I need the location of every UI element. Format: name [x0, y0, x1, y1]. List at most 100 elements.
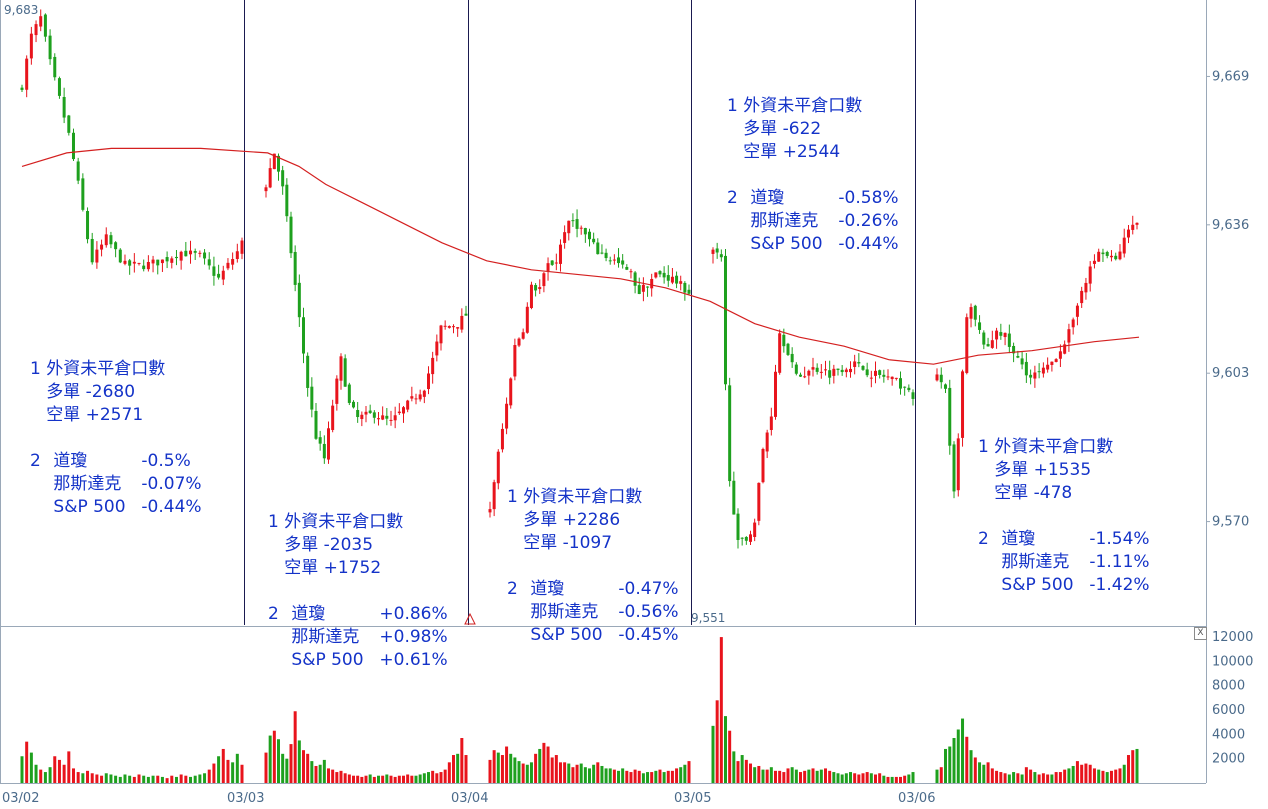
candle-body: [500, 428, 504, 450]
volume-bar: [836, 773, 840, 783]
volume-bar: [550, 757, 554, 783]
candle-body: [151, 259, 155, 264]
candle-body: [297, 282, 301, 318]
volume-bar: [969, 750, 973, 783]
candle-body: [95, 249, 99, 263]
candle-body: [104, 234, 108, 246]
volume-bar: [778, 770, 782, 783]
volume-bar: [385, 774, 389, 783]
candle-body: [364, 411, 368, 415]
candle-body: [999, 332, 1003, 336]
volume-bar: [650, 772, 654, 783]
volume-bar: [86, 770, 90, 783]
volume-bar: [90, 773, 94, 783]
volume-bar: [460, 738, 464, 783]
candle-body: [397, 411, 401, 414]
volume-bar: [819, 769, 823, 783]
candle-body: [343, 358, 347, 387]
volume-bar: [832, 772, 836, 783]
volume-tick-label: 4000: [1212, 727, 1245, 742]
candle-body: [1122, 237, 1126, 254]
volume-bar: [815, 770, 819, 783]
candle-body: [740, 537, 744, 539]
candle-body: [650, 278, 654, 289]
candle-body: [757, 482, 761, 521]
volume-bar: [142, 775, 146, 783]
volume-bar: [212, 763, 216, 783]
volume-bar: [81, 773, 85, 783]
volume-bar: [633, 769, 637, 783]
volume-bar: [146, 776, 150, 783]
candle-body: [711, 249, 715, 254]
candle-body: [903, 386, 907, 388]
candle-body: [460, 315, 464, 330]
volume-tick-label: 8000: [1212, 679, 1245, 694]
volume-bar: [542, 742, 546, 783]
candle-body: [118, 249, 122, 263]
candle-body: [799, 374, 802, 377]
candle-body: [675, 275, 679, 284]
candle-body: [406, 400, 410, 410]
candle-body: [629, 271, 633, 273]
candle-body: [961, 371, 965, 438]
candle-body: [165, 257, 169, 262]
volume-bar: [174, 776, 178, 783]
candle-body: [389, 419, 393, 421]
volume-bar: [128, 775, 132, 783]
volume-bar: [513, 757, 517, 783]
volume-bar: [853, 773, 857, 783]
volume-bar: [452, 755, 455, 783]
candle-body: [575, 219, 579, 229]
volume-bar: [118, 776, 122, 783]
volume-bar: [352, 775, 355, 783]
candle-body: [948, 387, 952, 446]
candle-body: [588, 231, 591, 240]
candle-body: [1050, 361, 1054, 365]
candle-body: [71, 132, 75, 160]
candle-body: [314, 410, 318, 439]
volume-bar: [165, 778, 169, 783]
volume-bar: [687, 761, 691, 783]
candle-body: [1007, 333, 1011, 347]
candle-body: [1101, 252, 1105, 255]
volume-bar: [39, 769, 43, 783]
candle-body: [563, 232, 567, 243]
volume-bar: [956, 729, 960, 783]
candle-body: [86, 211, 90, 240]
volume-bar: [71, 768, 75, 783]
volume-bar: [679, 767, 683, 783]
candle-body: [174, 256, 178, 259]
volume-bar: [907, 774, 911, 783]
candle-body: [217, 273, 221, 278]
candle-body: [90, 238, 94, 263]
volume-bar: [62, 764, 66, 783]
volume-bar: [207, 769, 211, 783]
volume-bar: [184, 775, 188, 783]
volume-bar: [546, 746, 550, 783]
volume-bar: [715, 700, 719, 783]
candle-body: [264, 187, 268, 192]
candle-body: [990, 340, 994, 348]
volume-bar: [1024, 767, 1028, 783]
candle-body: [874, 370, 877, 376]
candle-body: [1080, 290, 1084, 304]
volume-bar: [277, 739, 280, 783]
date-tick-label: 03/02: [2, 791, 39, 806]
volume-bar: [1118, 768, 1122, 783]
volume-bar: [240, 764, 244, 783]
volume-bar: [302, 750, 305, 783]
candle-body: [393, 415, 397, 421]
volume-bar: [1063, 769, 1067, 783]
volume-bar: [34, 764, 38, 783]
volume-bar: [427, 772, 430, 783]
volume-bar: [1067, 768, 1071, 783]
volume-bar: [1058, 772, 1062, 783]
volume-bar: [179, 774, 183, 783]
volume-bar: [1033, 772, 1037, 783]
volume-bar: [1003, 773, 1007, 783]
candle-body: [604, 252, 608, 259]
close-volume-panel-button[interactable]: X: [1194, 627, 1207, 640]
volume-bar: [496, 752, 500, 783]
candle-body: [836, 368, 840, 370]
volume-bar: [965, 736, 969, 783]
